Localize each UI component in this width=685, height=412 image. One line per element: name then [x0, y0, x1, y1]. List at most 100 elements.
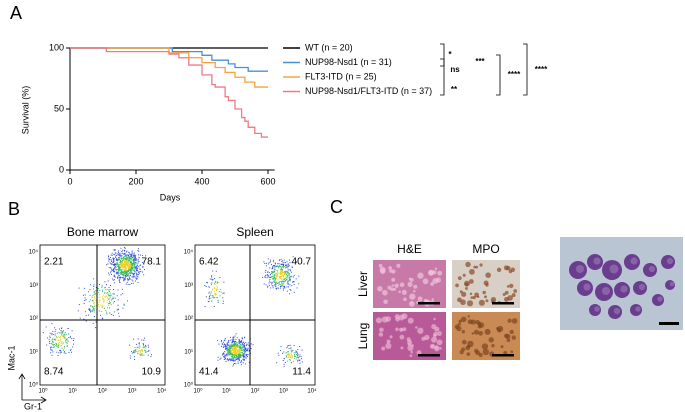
dot [247, 350, 249, 352]
dot [55, 339, 57, 341]
dot [113, 261, 115, 263]
dot [235, 343, 237, 345]
dot [292, 256, 294, 258]
cell [432, 333, 437, 338]
dot [282, 285, 284, 287]
dot [281, 266, 283, 268]
dot [280, 285, 282, 287]
dot [145, 351, 147, 353]
dot [280, 270, 282, 272]
dot [295, 261, 297, 263]
dot [82, 294, 84, 296]
dot [133, 275, 135, 277]
dot [293, 355, 295, 357]
dot [229, 358, 231, 360]
dot [63, 352, 65, 354]
dot [269, 278, 271, 280]
dot [276, 265, 278, 267]
dot [99, 296, 101, 298]
dot [289, 269, 291, 271]
dot [231, 342, 233, 344]
dot [238, 355, 240, 357]
dot [226, 353, 228, 355]
cell [399, 282, 405, 288]
cell [381, 346, 386, 351]
dot [299, 359, 301, 361]
dot [128, 279, 130, 281]
dot [142, 271, 144, 273]
dot [51, 332, 53, 334]
dot [214, 283, 216, 285]
dot [59, 336, 61, 338]
dot [127, 261, 129, 263]
dot [289, 344, 291, 346]
cell [474, 348, 479, 353]
dot [220, 357, 222, 359]
dot [101, 286, 103, 288]
dot [240, 341, 242, 343]
dot [119, 281, 121, 283]
dot [117, 250, 119, 252]
dot [297, 349, 299, 351]
plot-frame [194, 244, 316, 386]
dot [288, 359, 290, 361]
dot [287, 282, 289, 284]
dot [93, 305, 95, 307]
dot [129, 256, 131, 258]
dot [244, 350, 246, 352]
dot [121, 288, 123, 290]
dot [226, 345, 228, 347]
dot [125, 254, 127, 256]
cell [462, 273, 466, 277]
quadrant-value: 2.21 [44, 257, 64, 268]
dot [221, 340, 223, 342]
dot [241, 360, 243, 362]
cell [467, 315, 470, 318]
dot [85, 315, 87, 317]
dot [98, 299, 100, 301]
dot [66, 345, 68, 347]
dot [280, 349, 282, 351]
dot [244, 350, 246, 352]
dot [135, 350, 137, 352]
dot [136, 264, 138, 266]
dot [110, 272, 112, 274]
dot [274, 281, 276, 283]
dot [108, 256, 110, 258]
dot [239, 350, 241, 352]
dot [125, 262, 127, 264]
dot [288, 277, 290, 279]
dot [129, 268, 131, 270]
dot [236, 353, 238, 355]
dot [51, 349, 53, 351]
dot [229, 346, 231, 348]
dot [142, 265, 144, 267]
dot [58, 328, 60, 330]
dot [274, 268, 276, 270]
dot [285, 267, 287, 269]
dot [224, 345, 226, 347]
dot [129, 259, 131, 261]
dot [113, 259, 115, 261]
dot [118, 266, 120, 268]
dot [102, 305, 104, 307]
cell [469, 292, 473, 296]
dot [213, 297, 215, 299]
dot [133, 269, 135, 271]
dot [108, 287, 110, 289]
dot [104, 287, 106, 289]
dot [106, 296, 108, 298]
dot [60, 341, 62, 343]
dot [288, 271, 290, 273]
significance: ** [451, 85, 458, 94]
cell [434, 267, 438, 271]
dot [113, 293, 115, 295]
dot [122, 258, 124, 260]
dot [129, 357, 131, 359]
dot [206, 282, 208, 284]
dot [215, 288, 217, 290]
dot [204, 284, 206, 286]
dot [239, 348, 241, 350]
y-tick-label: 10¹ [29, 349, 38, 355]
dot [63, 336, 65, 338]
